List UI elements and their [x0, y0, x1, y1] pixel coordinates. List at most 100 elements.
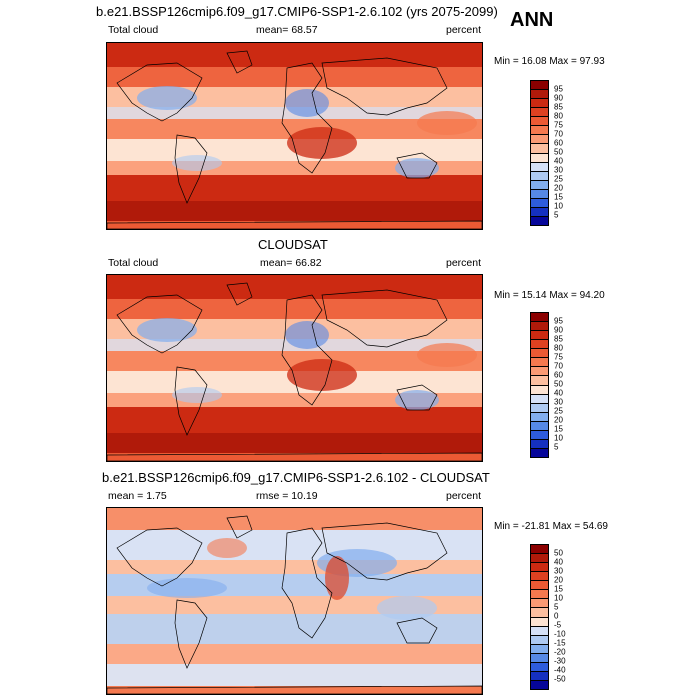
colorbar-tick-label: 95 — [554, 84, 563, 94]
season-label: ANN — [510, 9, 554, 31]
colorbar-swatch — [531, 340, 548, 350]
colorbar-tick-label: 15 — [554, 584, 563, 594]
colorbar-tick-label: 20 — [554, 183, 563, 193]
colorbar-tick-label: 90 — [554, 93, 563, 103]
colorbar-swatch — [531, 108, 548, 118]
colorbar-swatch — [531, 394, 548, 404]
colorbar-swatch — [531, 599, 548, 609]
colorbar-swatch — [531, 358, 548, 368]
colorbar-swatch — [531, 644, 548, 654]
colorbar-tick-label: 0 — [554, 611, 559, 621]
colorbar-tick-label: 95 — [554, 316, 563, 326]
colorbar-tick-label: -20 — [554, 647, 566, 657]
panel-1-colorbar — [530, 80, 549, 226]
colorbar-swatch — [531, 662, 548, 672]
panel-3-units-label: percent — [446, 490, 482, 502]
colorbar-tick-label: 60 — [554, 370, 563, 380]
colorbar-tick-label: 5 — [554, 210, 559, 220]
colorbar-tick-label: 30 — [554, 566, 563, 576]
colorbar-tick-label: -30 — [554, 656, 566, 666]
colorbar-tick-label: 85 — [554, 334, 563, 344]
colorbar-tick-label: 20 — [554, 415, 563, 425]
colorbar-swatch — [531, 403, 548, 413]
colorbar-tick-label: 90 — [554, 325, 563, 335]
colorbar-swatch — [531, 412, 548, 422]
colorbar-tick-label: 80 — [554, 343, 563, 353]
colorbar-swatch — [531, 572, 548, 582]
panel-1-units-label: percent — [446, 24, 482, 36]
colorbar-swatch — [531, 680, 548, 689]
panel-2-colorbar — [530, 312, 549, 458]
colorbar-swatch — [531, 545, 548, 555]
colorbar-tick-label: 60 — [554, 138, 563, 148]
colorbar-tick-label: -15 — [554, 638, 566, 648]
panel-2-map-field — [107, 275, 482, 461]
colorbar-swatch — [531, 135, 548, 145]
colorbar-tick-label: -10 — [554, 629, 566, 639]
colorbar-swatch — [531, 322, 548, 332]
colorbar-tick-label: 5 — [554, 442, 559, 452]
colorbar-swatch — [531, 671, 548, 681]
colorbar-swatch — [531, 608, 548, 618]
panel-2-minmax: Min = 15.14 Max = 94.20 — [494, 290, 605, 301]
colorbar-swatch — [531, 421, 548, 431]
colorbar-swatch — [531, 99, 548, 109]
panel-3-map-field — [107, 508, 482, 694]
colorbar-swatch — [531, 367, 548, 377]
panel-1-variable-label: Total cloud — [108, 24, 159, 36]
colorbar-swatch — [531, 439, 548, 449]
colorbar-swatch — [531, 626, 548, 636]
colorbar-swatch — [531, 126, 548, 136]
colorbar-swatch — [531, 144, 548, 154]
colorbar-swatch — [531, 581, 548, 591]
panel-2-units-label: percent — [446, 257, 482, 269]
colorbar-tick-label: 30 — [554, 165, 563, 175]
panel-2-mean-label: mean= 66.82 — [260, 257, 322, 269]
colorbar-tick-label: 85 — [554, 102, 563, 112]
panel-1-map-field — [107, 43, 482, 229]
colorbar-tick-label: 40 — [554, 156, 563, 166]
colorbar-tick-label: -5 — [554, 620, 562, 630]
colorbar-tick-label: -50 — [554, 674, 566, 684]
colorbar-swatch — [531, 90, 548, 100]
colorbar-swatch — [531, 617, 548, 627]
colorbar-tick-label: 50 — [554, 548, 563, 558]
colorbar-tick-label: 70 — [554, 361, 563, 371]
colorbar-tick-label: 15 — [554, 192, 563, 202]
colorbar-swatch — [531, 313, 548, 323]
panel-2-title: CLOUDSAT — [258, 237, 328, 252]
panel-1-minmax: Min = 16.08 Max = 97.93 — [494, 56, 605, 67]
colorbar-tick-label: 75 — [554, 352, 563, 362]
panel-3-minmax: Min = -21.81 Max = 54.69 — [494, 521, 608, 532]
colorbar-swatch — [531, 198, 548, 208]
colorbar-swatch — [531, 117, 548, 127]
panel-3-title: b.e21.BSSP126cmip6.f09_g17.CMIP6-SSP1-2.… — [102, 470, 490, 485]
colorbar-swatch — [531, 216, 548, 225]
colorbar-swatch — [531, 563, 548, 573]
colorbar-swatch — [531, 180, 548, 190]
colorbar-swatch — [531, 189, 548, 199]
panel-3-mean-label: mean = 1.75 — [108, 490, 167, 502]
colorbar-swatch — [531, 162, 548, 172]
colorbar-tick-label: 40 — [554, 388, 563, 398]
colorbar-swatch — [531, 653, 548, 663]
colorbar-tick-label: 50 — [554, 379, 563, 389]
colorbar-swatch — [531, 207, 548, 217]
colorbar-swatch — [531, 554, 548, 564]
colorbar-swatch — [531, 349, 548, 359]
colorbar-swatch — [531, 376, 548, 386]
panel-1-title: b.e21.BSSP126cmip6.f09_g17.CMIP6-SSP1-2.… — [96, 4, 498, 19]
colorbar-tick-label: 70 — [554, 129, 563, 139]
panel-3-colorbar — [530, 544, 549, 690]
colorbar-tick-label: 5 — [554, 602, 559, 612]
panel-3-rmse-label: rmse = 10.19 — [256, 490, 318, 502]
colorbar-swatch — [531, 385, 548, 395]
colorbar-tick-label: 40 — [554, 557, 563, 567]
panel-1-map — [106, 42, 483, 230]
colorbar-swatch — [531, 448, 548, 457]
colorbar-tick-label: 10 — [554, 433, 563, 443]
colorbar-tick-label: 25 — [554, 174, 563, 184]
colorbar-swatch — [531, 331, 548, 341]
panel-2-variable-label: Total cloud — [108, 257, 159, 269]
panel-1-mean-label: mean= 68.57 — [256, 24, 318, 36]
